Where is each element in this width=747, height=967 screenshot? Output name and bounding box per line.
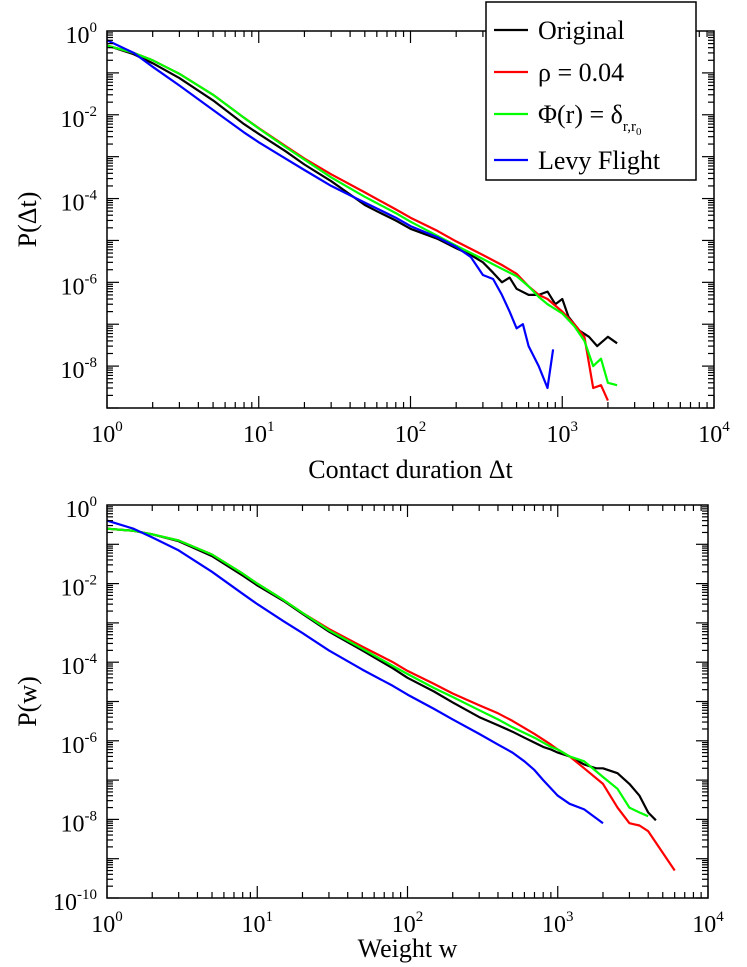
series-line-2 [107, 44, 618, 387]
series-line-3 [107, 39, 555, 390]
y-tick-label: 10-4 [61, 651, 98, 680]
y-tick-label: 10-8 [61, 355, 98, 384]
y-tick-label: 10-6 [61, 271, 98, 300]
legend-label: Levy Flight [538, 146, 661, 175]
x-tick-label: 104 [698, 419, 730, 448]
y-tick-label: 10-10 [53, 887, 97, 916]
y-tick-label: 10-8 [61, 808, 98, 837]
legend-label: Original [538, 16, 625, 45]
legend-label: ρ = 0.04 [538, 58, 624, 87]
series-group [107, 39, 618, 402]
series-line-2 [107, 527, 649, 818]
series-line-1 [107, 527, 676, 872]
y-tick-label: 10-6 [61, 730, 98, 759]
y-tick-label: 10-2 [61, 573, 98, 602]
series-line-3 [107, 519, 604, 825]
y-tick-label: 100 [66, 494, 98, 523]
x-tick-label: 101 [242, 909, 274, 938]
series-line-0 [107, 527, 657, 822]
y-axis-label: P(Δt) [13, 192, 42, 248]
x-tick-label: 102 [392, 909, 424, 938]
legend-label: Φ(r) = δr,r0 [538, 100, 642, 138]
x-tick-label: 101 [243, 419, 275, 448]
legend-box [485, 1, 697, 181]
y-tick-label: 100 [66, 20, 98, 49]
x-tick-label: 100 [91, 909, 123, 938]
y-tick-label: 10-2 [61, 104, 98, 133]
x-tick-label: 102 [395, 419, 427, 448]
x-tick-label: 103 [542, 909, 574, 938]
x-tick-label: 103 [547, 419, 579, 448]
y-axis-label: P(w) [13, 676, 42, 727]
chart-top: 100 101 102 103 104 100 10-2 10-4 10-6 10-8 Contac… [13, 1, 730, 484]
x-axis-label: Weight w [358, 934, 458, 963]
x-tick-label: 104 [692, 909, 724, 938]
x-axis-label: Contact duration Δt [308, 455, 513, 484]
series-group [107, 519, 676, 872]
chart-bottom: 100 101 102 103 104 100 10-2 10-4 10-6 10-8 10-10 W… [13, 494, 724, 963]
x-tick-label: 100 [91, 419, 123, 448]
plot-frame [106, 504, 709, 899]
legend: Original ρ = 0.04 Φ(r) = δr,r0 Levy Flight [485, 1, 697, 181]
y-tick-label: 10-4 [61, 188, 98, 217]
